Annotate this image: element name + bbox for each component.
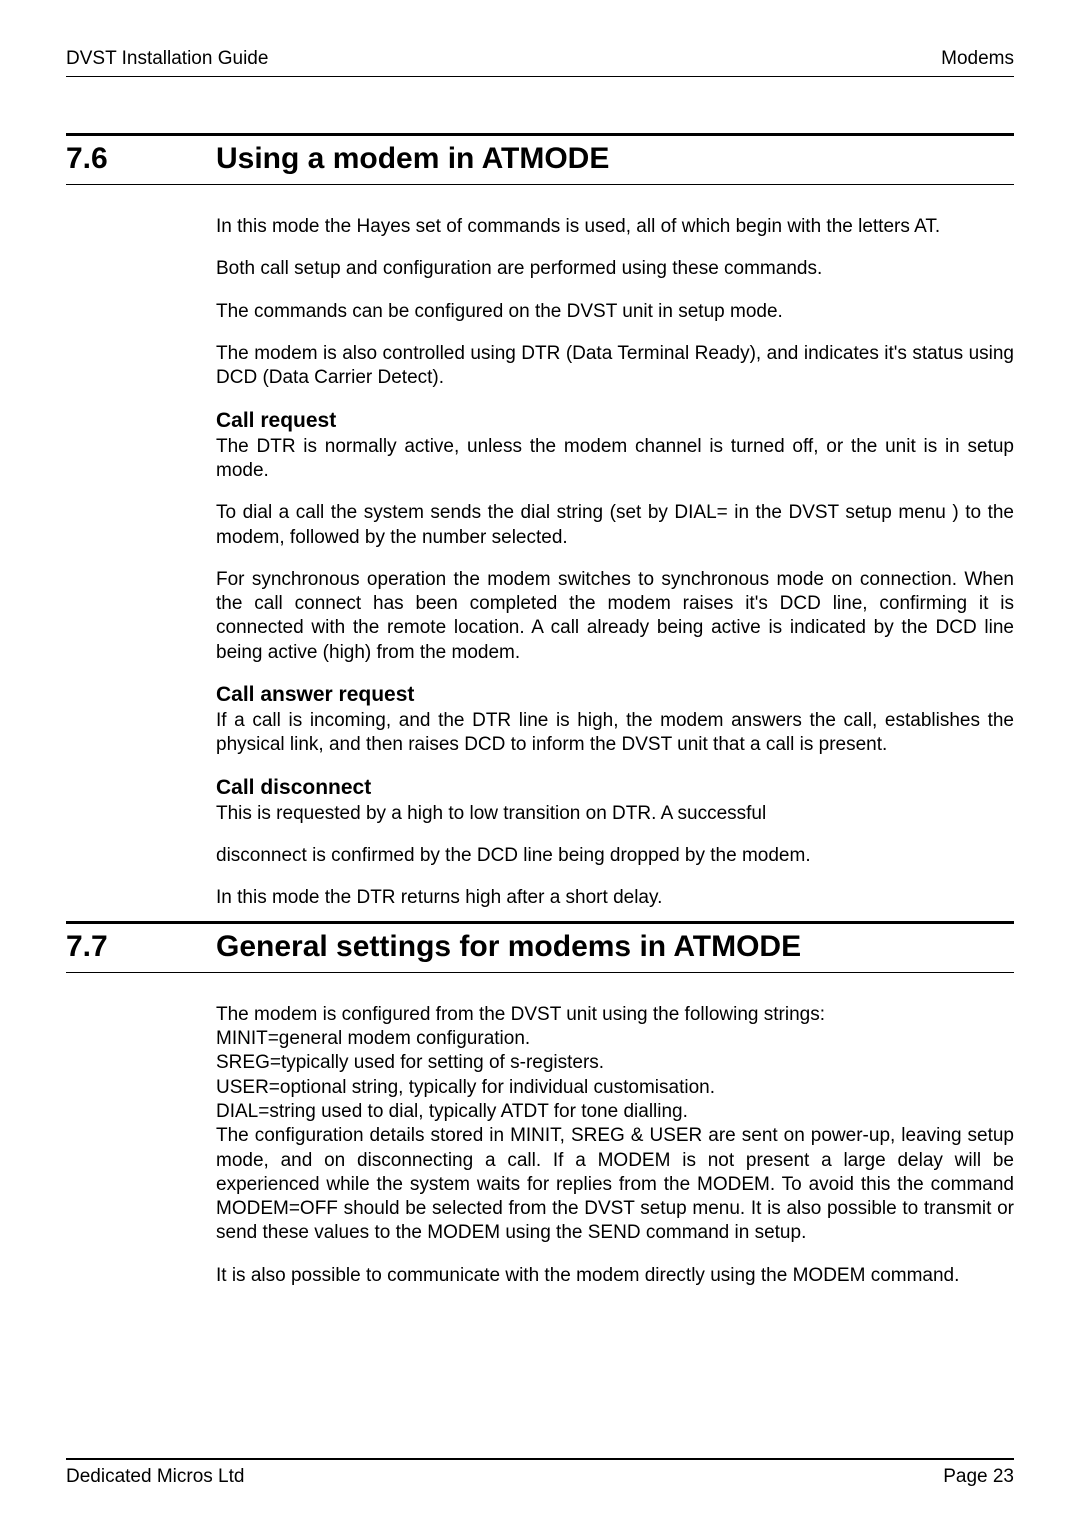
section-7-6-body: In this mode the Hayes set of commands i… (216, 215, 1014, 911)
subheading-call-request: Call request (216, 409, 1014, 433)
paragraph: MINIT=general modem configuration. (216, 1027, 1014, 1051)
paragraph: If a call is incoming, and the DTR line … (216, 709, 1014, 758)
paragraph: In this mode the DTR returns high after … (216, 886, 1014, 910)
paragraph: For synchronous operation the modem swit… (216, 568, 1014, 665)
paragraph: The DTR is normally active, unless the m… (216, 435, 1014, 484)
config-block: The modem is configured from the DVST un… (216, 1003, 1014, 1246)
subheading-call-disconnect: Call disconnect (216, 776, 1014, 800)
footer-left: Dedicated Micros Ltd (66, 1466, 244, 1488)
paragraph: The configuration details stored in MINI… (216, 1124, 1014, 1246)
paragraph: Both call setup and configuration are pe… (216, 257, 1014, 281)
section-title: General settings for modems in ATMODE (216, 930, 801, 964)
paragraph: The modem is configured from the DVST un… (216, 1003, 1014, 1027)
section-7-7-body: The modem is configured from the DVST un… (216, 1003, 1014, 1288)
paragraph: DIAL=string used to dial, typically ATDT… (216, 1100, 1014, 1124)
paragraph: It is also possible to communicate with … (216, 1264, 1014, 1288)
subheading-call-answer: Call answer request (216, 683, 1014, 707)
paragraph: This is requested by a high to low trans… (216, 802, 1014, 826)
paragraph: The commands can be configured on the DV… (216, 300, 1014, 324)
paragraph: In this mode the Hayes set of commands i… (216, 215, 1014, 239)
header-right: Modems (941, 48, 1014, 70)
section-7-7-heading: 7.7 General settings for modems in ATMOD… (66, 921, 1014, 973)
paragraph: To dial a call the system sends the dial… (216, 501, 1014, 550)
page-header: DVST Installation Guide Modems (66, 48, 1014, 77)
section-title: Using a modem in ATMODE (216, 142, 609, 176)
footer-right: Page 23 (943, 1466, 1014, 1488)
paragraph: The modem is also controlled using DTR (… (216, 342, 1014, 391)
page-footer: Dedicated Micros Ltd Page 23 (66, 1458, 1014, 1488)
paragraph: USER=optional string, typically for indi… (216, 1076, 1014, 1100)
section-number: 7.6 (66, 142, 216, 176)
header-left: DVST Installation Guide (66, 48, 268, 70)
section-number: 7.7 (66, 930, 216, 964)
section-7-6-heading: 7.6 Using a modem in ATMODE (66, 133, 1014, 185)
paragraph: disconnect is confirmed by the DCD line … (216, 844, 1014, 868)
paragraph: SREG=typically used for setting of s-reg… (216, 1051, 1014, 1075)
